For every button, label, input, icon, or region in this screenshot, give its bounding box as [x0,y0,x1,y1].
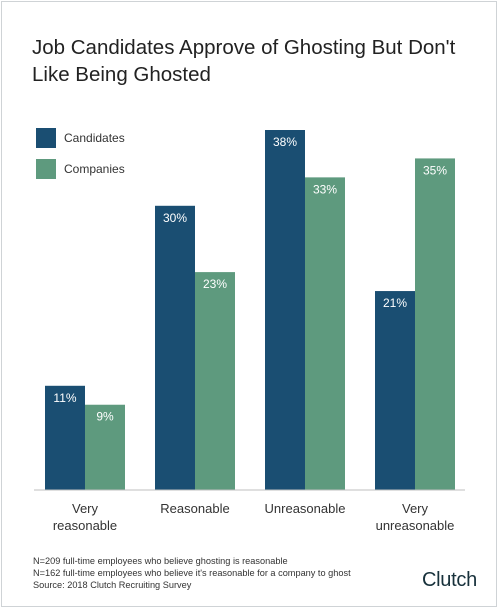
legend-swatch-candidates [36,128,56,148]
bar-companies-1 [85,404,125,490]
data-label-candidates-3: 38% [273,135,297,149]
category-label-2-line-1: Reasonable [160,501,229,516]
clutch-logo: Clutch [422,569,477,591]
data-label-companies-4: 35% [423,163,447,177]
legend-item-companies: Companies [36,159,125,179]
bar-candidates-2 [155,205,195,490]
chart-title: Job Candidates Approve of Ghosting But D… [32,36,456,86]
legend-label-companies: Companies [64,162,125,176]
category-label-1-line-1: Very [72,501,99,516]
legend-label-candidates: Candidates [64,131,125,145]
legend-item-candidates: Candidates [36,128,125,148]
bar-candidates-3 [265,130,305,490]
category-label-3-line-1: Unreasonable [265,501,346,516]
bar-candidates-1 [45,385,85,490]
category-label-4-line-2: unreasonable [376,518,455,533]
data-label-candidates-4: 21% [383,296,407,310]
legend-swatch-companies [36,159,56,179]
footnotes: N=209 full-time employees who believe gh… [33,555,351,591]
data-label-candidates-2: 30% [163,211,187,225]
category-label-1-line-2: reasonable [53,518,117,533]
bar-companies-3 [305,177,345,491]
footnote-source: Source: 2018 Clutch Recruiting Survey [33,580,192,590]
bar-companies-2 [195,272,235,490]
data-label-companies-1: 9% [96,410,114,424]
bar-candidates-4 [375,291,415,490]
legend: Candidates Companies [36,128,125,190]
data-label-candidates-1: 11% [53,391,76,405]
bar-companies-4 [415,158,455,490]
footnote-candidates-sample: N=209 full-time employees who believe gh… [33,556,288,566]
data-label-companies-3: 33% [313,182,337,196]
category-label-4-line-1: Very [402,501,429,516]
footnote-companies-sample: N=162 full-time employees who believe it… [33,568,351,578]
data-label-companies-2: 23% [203,277,227,291]
